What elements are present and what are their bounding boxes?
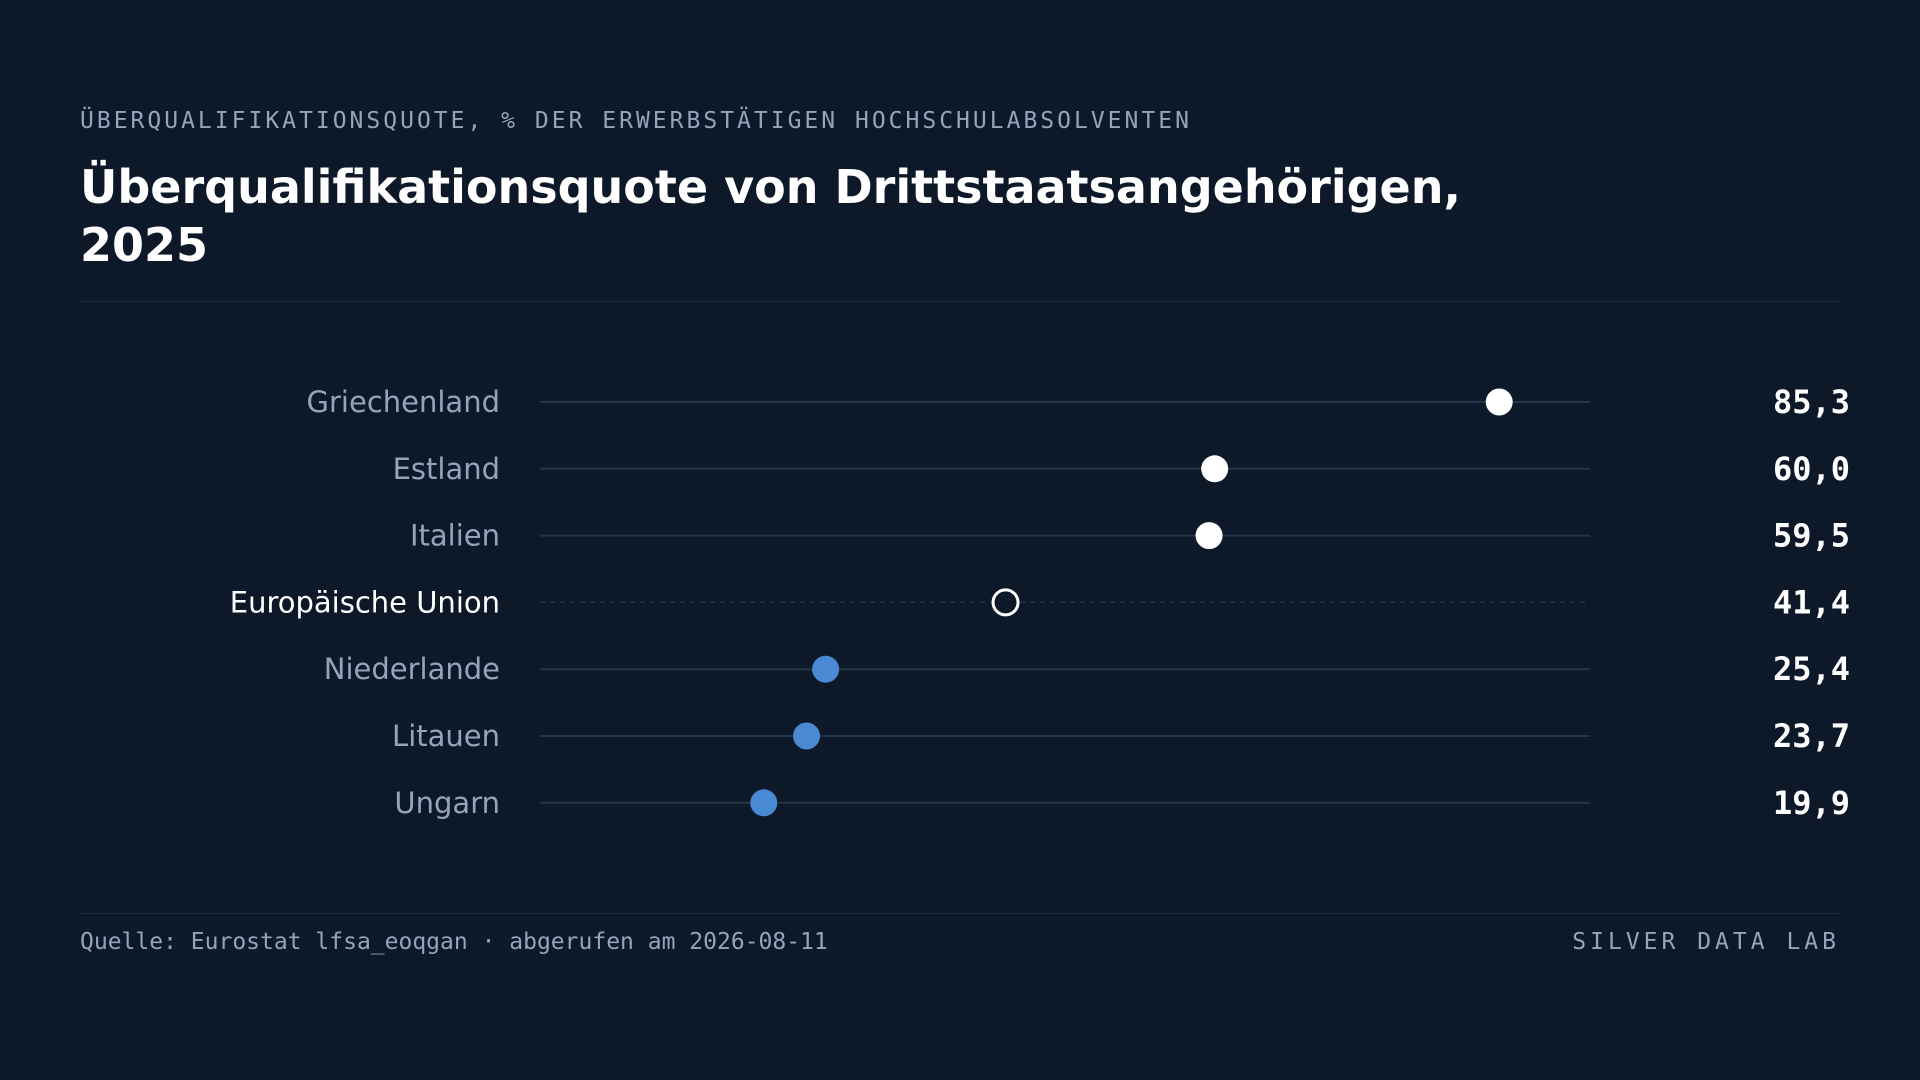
value-label: 60,0 — [1773, 450, 1850, 488]
data-dot — [793, 722, 821, 750]
footer-divider — [80, 913, 1840, 914]
category-label: Italien — [410, 519, 500, 553]
category-label: Estland — [393, 452, 500, 486]
row-europäische-union: Europäische Union 41,4 — [230, 583, 1850, 621]
value-label: 23,7 — [1773, 717, 1850, 755]
category-label: Litauen — [392, 719, 500, 753]
category-label: Griechenland — [307, 385, 500, 419]
data-dot — [812, 655, 840, 683]
chart-title: Überqualifikationsquote von Drittstaatsa… — [80, 160, 1461, 272]
value-label: 59,5 — [1773, 517, 1850, 555]
row-niederlande: Niederlande 25,4 — [324, 650, 1850, 688]
row-italien: Italien 59,5 — [410, 517, 1850, 555]
value-label: 85,3 — [1773, 383, 1850, 421]
header-divider — [80, 301, 1840, 302]
row-estland: Estland 60,0 — [393, 450, 1850, 488]
data-dot — [750, 789, 778, 817]
reference-dot — [991, 588, 1020, 617]
category-label: Europäische Union — [230, 585, 500, 619]
row-ungarn: Ungarn 19,9 — [394, 784, 1850, 822]
data-dot — [1201, 455, 1229, 483]
category-label: Niederlande — [324, 652, 500, 686]
chart-subtitle: ÜBERQUALIFIKATIONSQUOTE, % DER ERWERBSTÄ… — [80, 108, 1192, 134]
brand-label: SILVER DATA LAB — [1572, 929, 1840, 955]
value-label: 41,4 — [1773, 583, 1850, 621]
value-label: 19,9 — [1773, 784, 1850, 822]
row-litauen: Litauen 23,7 — [392, 717, 1850, 755]
category-label: Ungarn — [394, 786, 500, 820]
data-dot — [1485, 388, 1513, 416]
row-griechenland: Griechenland 85,3 — [307, 383, 1850, 421]
source-note: Quelle: Eurostat lfsa_eoqgan · abgerufen… — [80, 929, 828, 955]
data-dot — [1195, 522, 1223, 550]
value-label: 25,4 — [1773, 650, 1850, 688]
